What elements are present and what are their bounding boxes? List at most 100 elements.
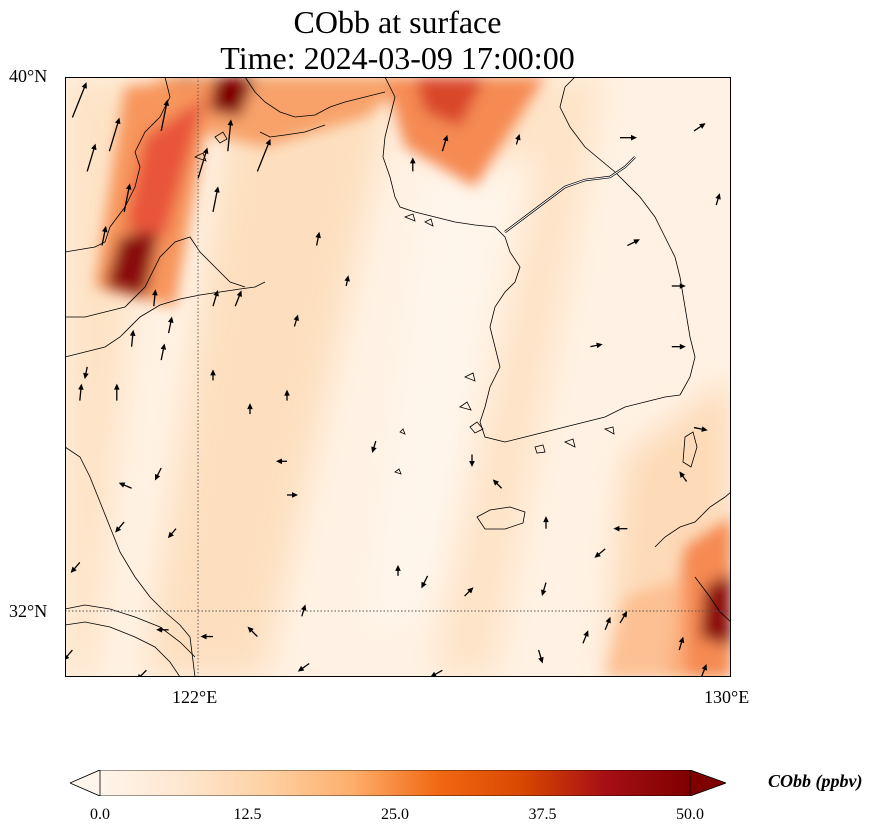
yangtze-south (65, 621, 181, 677)
yangtze-north (65, 604, 196, 658)
map-title: CObb at surface (293, 4, 502, 40)
wind-arrow (247, 403, 253, 415)
jeju-island (476, 506, 526, 530)
yellow-sea-islets (394, 428, 406, 475)
wind-arrow (679, 471, 688, 482)
colorbar-bar (70, 770, 726, 796)
wind-arrow (227, 119, 234, 152)
wind-arrow (430, 669, 443, 677)
wind-arrow (582, 630, 589, 644)
wind-arrow (167, 316, 174, 334)
korea-northeast (564, 77, 576, 88)
wind-arrow (344, 275, 350, 287)
wind-arrow (114, 383, 120, 401)
colorbar-tick-2: 25.0 (381, 806, 409, 823)
colorbar-tick-1: 12.5 (233, 806, 262, 823)
dmz-line-inner (504, 156, 636, 233)
wind-arrow (693, 123, 706, 132)
korea-south-coast (504, 394, 681, 443)
wind-arrow (115, 521, 125, 533)
wind-arrow (594, 548, 606, 558)
wind-arrow (671, 283, 686, 289)
wind-arrow (101, 225, 108, 246)
plume-southeast-core (700, 572, 731, 647)
lat-label-32N: 32°N (9, 601, 48, 621)
wind-arrow (441, 134, 449, 152)
wind-arrow (590, 342, 603, 349)
wind-arrow (256, 138, 271, 172)
wind-arrow (421, 575, 429, 589)
lon-label-130E: 130°E (704, 687, 750, 707)
wind-arrow (537, 649, 544, 664)
wind-arrow (154, 467, 162, 481)
wind-arrow (297, 662, 310, 672)
wind-arrow (613, 525, 628, 532)
korea-east-coast (559, 86, 696, 396)
liaoning-coast (65, 77, 171, 253)
wind-arrow (160, 99, 170, 132)
wind-arrow (78, 383, 84, 401)
wind-arrow (678, 636, 685, 651)
wind-arrow (619, 611, 628, 624)
north-korea-west (382, 77, 506, 238)
light-gap (365, 157, 535, 637)
korea-islands-west (459, 372, 484, 434)
wind-arrow (395, 564, 401, 576)
wind-arrow (108, 117, 121, 152)
wind-arrow (410, 157, 416, 172)
wind-arrow (543, 516, 549, 529)
plume-northwest-mid (125, 97, 205, 237)
wind-arrow (123, 183, 132, 212)
wind-arrow (300, 604, 307, 617)
colorbar (70, 770, 726, 796)
wind-arrow (620, 134, 637, 141)
wind-arrow (492, 479, 503, 489)
kyushu-south (694, 576, 731, 623)
liaodong-south (259, 124, 326, 138)
wind-arrow (276, 458, 287, 465)
wind-arrow (65, 649, 73, 660)
wind-arrow (212, 186, 220, 212)
wind-arrow (156, 627, 169, 633)
wind-arrow (515, 133, 521, 145)
wind-arrow (197, 147, 209, 179)
colorbar-tick-4: 50.0 (676, 806, 704, 823)
wind-arrow (371, 440, 377, 454)
kyushu-coast (654, 491, 731, 548)
wind-arrow (541, 582, 547, 597)
map-panel (65, 77, 731, 677)
lon-label-122E: 122°E (172, 687, 218, 707)
band-east (435, 77, 605, 677)
map-timestamp: Time: 2024-03-09 17:00:00 (220, 40, 575, 76)
wind-arrow (247, 626, 258, 638)
wind-vectors (65, 82, 721, 677)
korea-west-coast (479, 236, 521, 443)
liaodong-peninsula (244, 77, 386, 118)
wind-arrow (210, 369, 216, 381)
wind-arrow (152, 289, 158, 307)
colorbar-over-extend (689, 770, 726, 796)
lat-label-40N: 40°N (9, 66, 48, 86)
wind-arrow (200, 633, 213, 640)
wind-arrow (83, 366, 89, 380)
colorbar-tick-3: 37.5 (528, 806, 557, 823)
tsushima (682, 431, 698, 468)
jiangsu-coast (65, 446, 196, 677)
wind-arrow (212, 289, 219, 307)
wind-arrow (604, 616, 611, 631)
wind-arrow (70, 561, 81, 574)
colorbar-tick-0: 0.0 (90, 806, 110, 823)
colorbar-label: CObb (ppbv) (768, 771, 863, 791)
yalu-island (403, 213, 434, 227)
wind-arrow (167, 528, 177, 539)
map-border (65, 77, 731, 677)
wind-arrow (234, 290, 242, 307)
plume-northwest-core (105, 227, 160, 297)
wind-arrow (469, 454, 475, 468)
wind-arrow (293, 314, 299, 327)
band-center (145, 77, 395, 677)
wind-arrow (715, 193, 721, 206)
wind-arrow (627, 239, 640, 247)
wind-arrow (693, 426, 708, 432)
shandong-peninsula (65, 281, 266, 358)
